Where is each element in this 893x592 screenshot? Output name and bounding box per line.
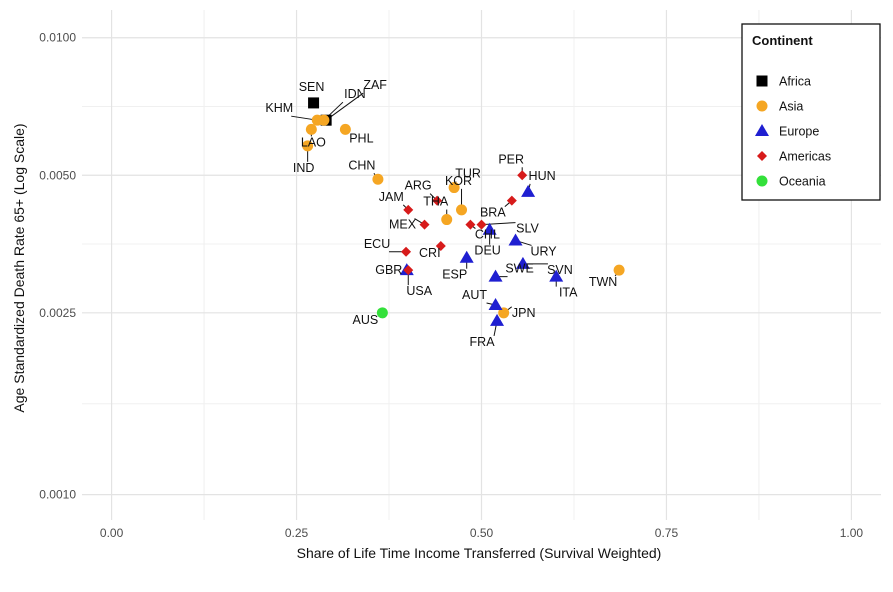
point-label-usa: USA <box>406 284 432 298</box>
point-americas-slv <box>476 219 487 230</box>
grid-lines <box>82 10 881 520</box>
point-europe-hun <box>521 184 536 197</box>
point-label-ind: IND <box>293 161 315 175</box>
point-label-bra: BRA <box>480 206 506 220</box>
point-europe-aut <box>488 298 503 311</box>
point-asia-jpn <box>498 307 510 319</box>
point-label-esp: ESP <box>442 268 467 282</box>
point-label-phl: PHL <box>349 131 373 145</box>
point-americas-per <box>517 170 528 181</box>
point-label-chn: CHN <box>348 158 375 172</box>
legend-label-americas: Americas <box>779 150 831 164</box>
data-points <box>302 97 625 326</box>
point-label-gbr: GBR <box>375 263 402 277</box>
point-europe-ita <box>549 269 564 282</box>
point-label-kor: KOR <box>445 174 472 188</box>
point-europe-svn <box>515 256 530 269</box>
legend-entries: Africa Asia Europe Americas Oceania <box>755 75 831 189</box>
legend-marker-asia <box>756 100 768 112</box>
point-label-fra: FRA <box>470 335 496 349</box>
legend: Continent Africa Asia Europe Americas Oceani… <box>741 23 881 201</box>
point-americas-jam <box>403 204 414 215</box>
x-tick-label: 1.00 <box>840 526 864 540</box>
legend-box <box>741 23 881 201</box>
point-americas-bra <box>506 195 517 206</box>
point-label-jpn: JPN <box>512 306 536 320</box>
point-label-per: PER <box>498 152 524 166</box>
point-americas-mex <box>419 219 430 230</box>
point-asia-tha <box>441 214 453 226</box>
legend-marker-africa <box>756 75 768 87</box>
x-tick-label: 0.25 <box>285 526 309 540</box>
point-label-aus: AUS <box>353 313 379 327</box>
point-asia-phl <box>339 123 351 135</box>
legend-marker-europe <box>755 124 769 136</box>
point-label-swe: SWE <box>505 262 533 276</box>
y-axis-title: Age Standardized Death Rate 65+ (Log Sca… <box>11 123 27 412</box>
point-europe-swe <box>488 269 503 282</box>
point-label-sen: SEN <box>299 80 325 94</box>
y-tick-label: 0.0100 <box>39 31 76 45</box>
point-label-zaf: ZAF <box>363 78 387 92</box>
y-tick-label: 0.0050 <box>39 168 76 182</box>
point-label-slv: SLV <box>516 222 539 236</box>
point-asia-lao <box>305 123 317 135</box>
y-tick-label: 0.0025 <box>39 306 76 320</box>
leader-zaf <box>325 92 364 121</box>
point-americas-chl <box>465 219 476 230</box>
x-axis-title: Share of Life Time Income Transferred (S… <box>297 545 662 561</box>
point-americas-ecu <box>401 246 412 257</box>
point-americas-usa <box>403 265 414 276</box>
point-label-arg: ARG <box>405 179 432 193</box>
point-label-cri: CRI <box>419 246 441 260</box>
legend-marker-americas <box>757 151 767 161</box>
point-label-jam: JAM <box>379 190 404 204</box>
point-label-tur: TUR <box>455 167 481 181</box>
x-axis-ticks: 0.00 0.25 0.50 0.75 1.00 <box>100 526 863 540</box>
point-label-twn: TWN <box>589 275 617 289</box>
point-europe-esp <box>459 250 474 263</box>
leader-slv <box>481 222 516 226</box>
point-label-ita: ITA <box>559 286 578 300</box>
point-label-idn: IDN <box>344 87 366 101</box>
point-americas-arg <box>432 195 443 206</box>
point-label-chl: CHL <box>475 228 500 242</box>
y-axis-ticks: 0.0010 0.0025 0.0050 0.0100 <box>39 31 76 502</box>
x-tick-label: 0.00 <box>100 526 124 540</box>
point-europe-ury <box>508 233 523 246</box>
legend-label-africa: Africa <box>779 75 811 89</box>
point-europe-deu <box>482 222 497 235</box>
point-americas-cri <box>435 241 446 252</box>
x-tick-label: 0.50 <box>470 526 494 540</box>
point-label-ury: URY <box>530 244 557 258</box>
x-tick-label: 0.75 <box>655 526 679 540</box>
point-label-ecu: ECU <box>364 237 390 251</box>
y-tick-label: 0.0010 <box>39 488 76 502</box>
point-label-lao: LAO <box>301 135 326 149</box>
point-label-mex: MEX <box>389 218 417 232</box>
point-asia-chn <box>372 173 384 185</box>
point-asia-tur <box>448 182 460 194</box>
point-asia-kor <box>456 204 468 216</box>
legend-label-asia: Asia <box>779 100 803 114</box>
point-label-hun: HUN <box>529 169 556 183</box>
point-asia-idn <box>318 114 330 126</box>
point-oceania-aus <box>376 307 388 319</box>
point-africa-sen <box>308 97 320 109</box>
point-europe-fra <box>490 313 505 326</box>
point-label-aut: AUT <box>462 288 487 302</box>
point-asia-twn <box>613 264 625 276</box>
legend-label-oceania: Oceania <box>779 175 826 189</box>
point-label-tha: THA <box>423 195 449 209</box>
point-label-svn: SVN <box>547 263 573 277</box>
point-label-khm: KHM <box>265 101 293 115</box>
legend-label-europe: Europe <box>779 125 819 139</box>
point-asia-ind <box>302 140 314 152</box>
point-label-deu: DEU <box>474 244 500 258</box>
legend-marker-oceania <box>756 175 768 187</box>
legend-title: Continent <box>752 33 813 48</box>
